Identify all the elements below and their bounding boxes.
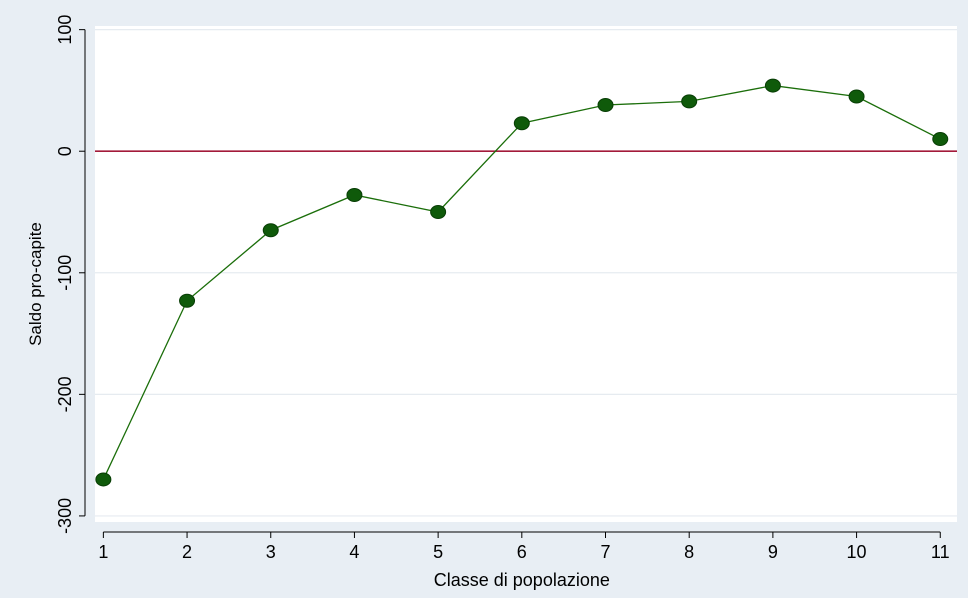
data-point: [262, 223, 279, 238]
y-tick-label: 100: [55, 15, 75, 45]
data-point: [513, 116, 530, 131]
x-tick-label: 10: [847, 542, 867, 562]
data-point: [179, 293, 196, 308]
data-point: [848, 89, 865, 104]
x-tick-label: 6: [517, 542, 527, 562]
x-tick-label: 7: [600, 542, 610, 562]
data-point: [932, 132, 949, 147]
y-tick-label: 0: [55, 146, 75, 156]
series-layer: [95, 78, 949, 487]
x-tick-label: 4: [349, 542, 359, 562]
x-tick-label: 8: [684, 542, 694, 562]
data-point: [681, 94, 698, 109]
x-tick-label: 2: [182, 542, 192, 562]
x-tick-label: 9: [768, 542, 778, 562]
plot-area: [95, 26, 957, 522]
x-axis-title: Classe di popolazione: [434, 570, 610, 590]
data-point: [764, 78, 781, 93]
y-axis-title: Saldo pro-capite: [26, 222, 45, 346]
data-point: [346, 187, 363, 202]
y-tick-label: -100: [55, 255, 75, 291]
x-tick-label: 11: [931, 542, 950, 562]
x-tick-label: 1: [98, 542, 108, 562]
data-point: [430, 205, 447, 219]
data-point: [597, 98, 614, 113]
data-point: [95, 472, 112, 487]
y-tick-label: -200: [55, 376, 75, 412]
x-tick-label: 3: [266, 542, 276, 562]
y-tick-label: -300: [55, 498, 75, 534]
axes: -300 -200 -100 0 100 1 2 3 4 5 6 7 8 9 10 11: [55, 15, 950, 562]
x-tick-label: 5: [433, 542, 443, 562]
